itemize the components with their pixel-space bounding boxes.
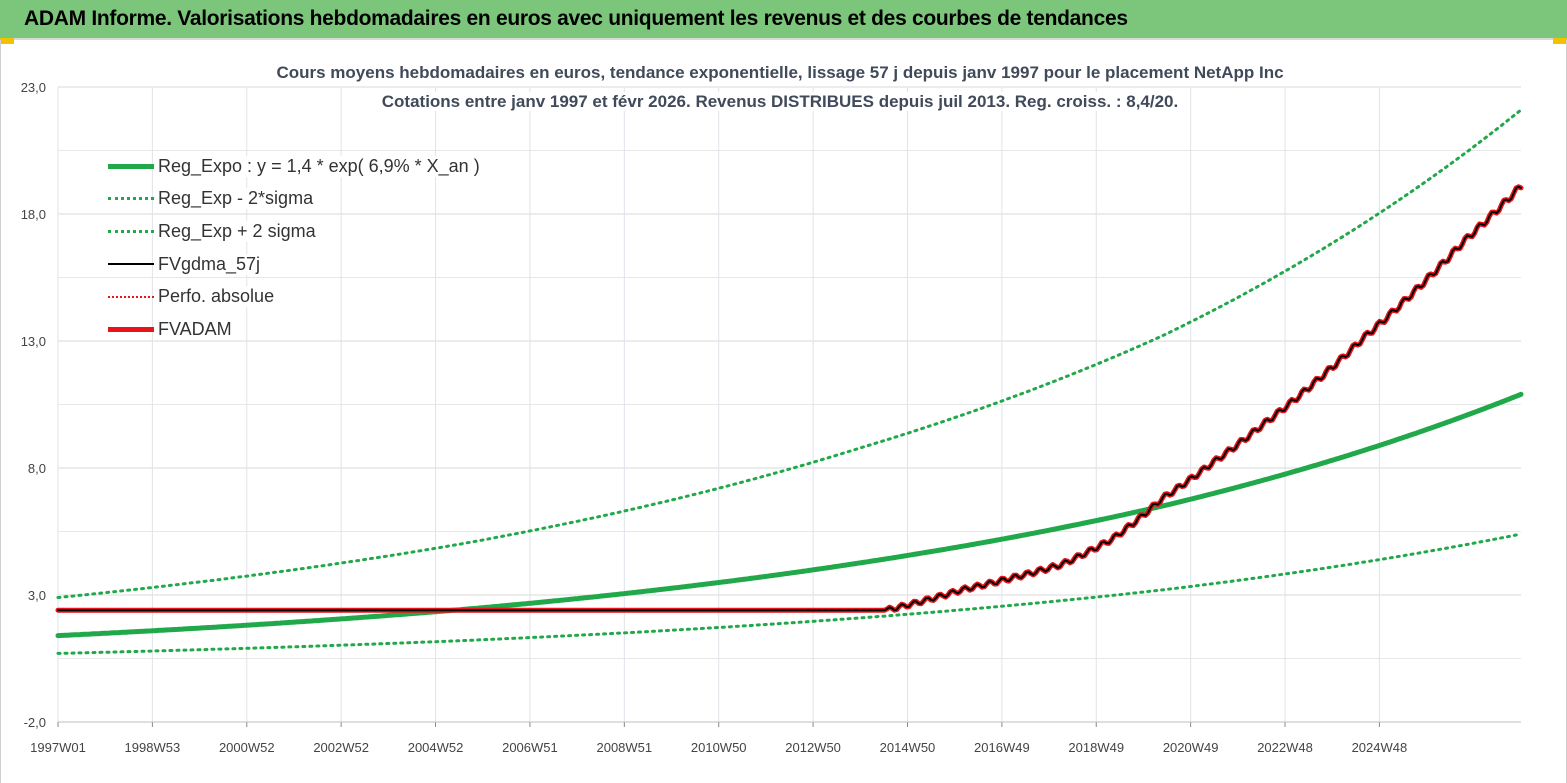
chart-title-text: Cours moyens hebdomadaires en euros, ten… <box>272 63 1288 82</box>
x-tick-label: 1997W01 <box>30 740 86 755</box>
x-tick-label: 2014W50 <box>880 740 936 755</box>
legend-swatch-perfo <box>108 295 154 298</box>
legend-swatch-reg-expo <box>108 163 154 169</box>
legend-swatch-reg-plus <box>108 229 154 233</box>
legend-label-reg-minus: Reg_Exp - 2*sigma <box>158 188 317 210</box>
series-line-3 <box>57 185 1522 612</box>
y-tick-label: 3,0 <box>28 588 46 603</box>
legend-label-perfo: Perfo. absolue <box>158 286 278 308</box>
chart-subtitle-text: Cotations entre janv 1997 et févr 2026. … <box>377 92 1183 111</box>
x-tick-label: 1998W53 <box>125 740 181 755</box>
legend-item-fvgdma: FVgdma_57j <box>108 248 483 281</box>
y-tick-label: 13,0 <box>21 334 46 349</box>
x-tick-label: 2002W52 <box>313 740 369 755</box>
legend-swatch-reg-minus <box>108 197 154 201</box>
chart-title: Cours moyens hebdomadaires en euros, ten… <box>0 63 1560 83</box>
corner-mark-left <box>0 38 14 44</box>
chart-subtitle: Cotations entre janv 1997 et févr 2026. … <box>0 92 1560 112</box>
x-tick-label: 2000W52 <box>219 740 275 755</box>
legend-item-fvadam: FVADAM <box>108 313 483 346</box>
x-tick-label: 2018W49 <box>1068 740 1124 755</box>
legend-label-fvgdma: FVgdma_57j <box>158 253 264 275</box>
header-banner: ADAM Informe. Valorisations hebdomadaire… <box>0 0 1567 40</box>
x-tick-label: 2010W50 <box>691 740 747 755</box>
legend-label-reg-expo: Reg_Expo : y = 1,4 * exp( 6,9% * X_an ) <box>158 155 483 177</box>
y-tick-label: -2,0 <box>24 715 46 730</box>
y-axis-ticks: 23,0 18,0 13,0 8,0 3,0 -2,0 <box>21 80 46 730</box>
legend-label-reg-plus: Reg_Exp + 2 sigma <box>158 220 319 242</box>
series-line-1 <box>56 532 1523 655</box>
legend-swatch-fvgdma <box>108 263 154 266</box>
corner-mark-right <box>1553 38 1567 44</box>
legend-item-reg-expo: Reg_Expo : y = 1,4 * exp( 6,9% * X_an ) <box>108 150 483 183</box>
x-tick-label: 2020W49 <box>1163 740 1219 755</box>
series-line-0 <box>55 391 1524 639</box>
x-tick-label: 2004W52 <box>408 740 464 755</box>
x-tick-label: 2008W51 <box>596 740 652 755</box>
x-tick-label: 2012W50 <box>785 740 841 755</box>
page-title: ADAM Informe. Valorisations hebdomadaire… <box>24 7 1128 30</box>
x-tick-label: 2016W49 <box>974 740 1030 755</box>
chart-series <box>55 108 1524 655</box>
x-axis-ticks: 1997W01 1998W53 2000W52 2002W52 2004W52 2006W… <box>30 740 1407 755</box>
x-tick-label: 2006W51 <box>502 740 558 755</box>
legend-item-reg-plus: Reg_Exp + 2 sigma <box>108 215 483 248</box>
legend-item-perfo: Perfo. absolue <box>108 280 483 313</box>
y-tick-label: 8,0 <box>28 461 46 476</box>
legend-item-reg-minus: Reg_Exp - 2*sigma <box>108 183 483 216</box>
chart-legend: Reg_Expo : y = 1,4 * exp( 6,9% * X_an ) … <box>108 150 483 346</box>
x-tick-label: 2024W48 <box>1352 740 1408 755</box>
y-tick-label: 18,0 <box>21 207 46 222</box>
series-line-2 <box>56 108 1523 599</box>
x-tick-label: 2022W48 <box>1257 740 1313 755</box>
legend-label-fvadam: FVADAM <box>158 318 235 340</box>
legend-swatch-fvadam <box>108 326 154 332</box>
y-tick-label: 23,0 <box>21 80 46 95</box>
